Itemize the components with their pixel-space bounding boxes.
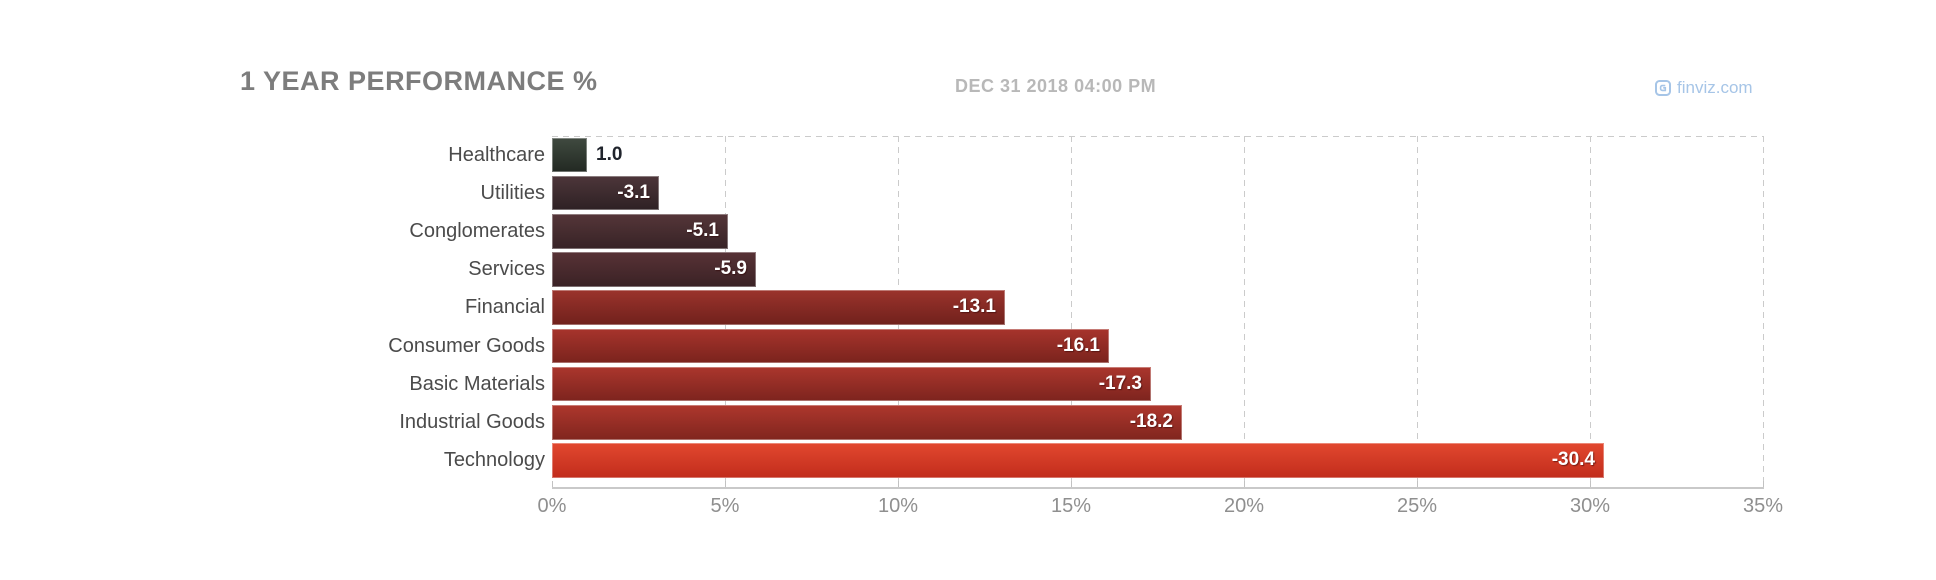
x-axis-line bbox=[552, 487, 1764, 489]
bar-row-label: Financial bbox=[464, 296, 545, 319]
x-axis-tick bbox=[1244, 481, 1245, 487]
bar-value-label: -16.1 bbox=[1056, 334, 1100, 356]
finviz-label: finviz.com bbox=[1677, 78, 1753, 97]
x-axis-tick bbox=[1763, 481, 1764, 487]
x-axis-tick-label: 30% bbox=[1569, 495, 1611, 517]
x-axis-tick bbox=[1417, 481, 1418, 487]
bar bbox=[552, 137, 587, 173]
bar-row-label: Conglomerates bbox=[409, 219, 545, 242]
x-axis-tick-label: 20% bbox=[1223, 495, 1265, 517]
grid-line bbox=[1763, 136, 1764, 487]
x-axis-tick bbox=[1071, 481, 1072, 487]
chart-title: 1 YEAR PERFORMANCE % bbox=[240, 66, 598, 96]
bar bbox=[552, 175, 659, 211]
x-axis-tick bbox=[898, 481, 899, 487]
grid-line bbox=[1417, 136, 1418, 487]
bar-value-label: -17.3 bbox=[1098, 372, 1142, 394]
x-axis-tick bbox=[552, 481, 553, 487]
x-axis-tick-label: 0% bbox=[537, 495, 567, 517]
x-axis-tick-label: 5% bbox=[710, 495, 740, 517]
x-axis-tick-label: 15% bbox=[1050, 495, 1092, 517]
bar bbox=[552, 213, 728, 249]
bar bbox=[552, 366, 1151, 402]
chart-timestamp: DEC 31 2018 04:00 PM bbox=[955, 76, 1157, 96]
x-axis-tick-label: 25% bbox=[1396, 495, 1438, 517]
finviz-link[interactable]: finviz.com bbox=[1655, 78, 1753, 98]
bar-value-label: -30.4 bbox=[1551, 449, 1595, 471]
bar-value-label: -3.1 bbox=[617, 181, 650, 203]
bar-row-label: Industrial Goods bbox=[399, 411, 545, 434]
bar-value-label: -18.2 bbox=[1129, 411, 1173, 433]
bar bbox=[552, 328, 1109, 364]
grid-line bbox=[1590, 136, 1591, 487]
grid-line bbox=[1071, 136, 1072, 487]
bar bbox=[552, 443, 1604, 478]
bar-value-label: 1.0 bbox=[596, 143, 623, 165]
bar-value-label: -5.9 bbox=[714, 258, 747, 280]
bar bbox=[552, 290, 1005, 325]
bar-row-label: Healthcare bbox=[448, 143, 545, 166]
finviz-logo-icon bbox=[1655, 80, 1671, 96]
bar-value-label: -5.1 bbox=[686, 219, 719, 241]
bar bbox=[552, 252, 756, 287]
bar-row-label: Services bbox=[468, 258, 545, 281]
x-axis-tick bbox=[725, 481, 726, 487]
plot-top-border bbox=[552, 136, 1763, 137]
x-axis-tick-label: 10% bbox=[877, 495, 919, 517]
bar-row-label: Basic Materials bbox=[409, 372, 545, 395]
bar-row-label: Technology bbox=[443, 449, 545, 472]
bar-row-label: Consumer Goods bbox=[388, 334, 545, 357]
grid-line bbox=[1244, 136, 1245, 487]
x-axis-tick bbox=[1590, 481, 1591, 487]
bar bbox=[552, 405, 1182, 440]
x-axis-tick-label: 35% bbox=[1742, 495, 1784, 517]
bar-value-label: -13.1 bbox=[952, 296, 996, 318]
bar-row-label: Utilities bbox=[480, 181, 545, 204]
